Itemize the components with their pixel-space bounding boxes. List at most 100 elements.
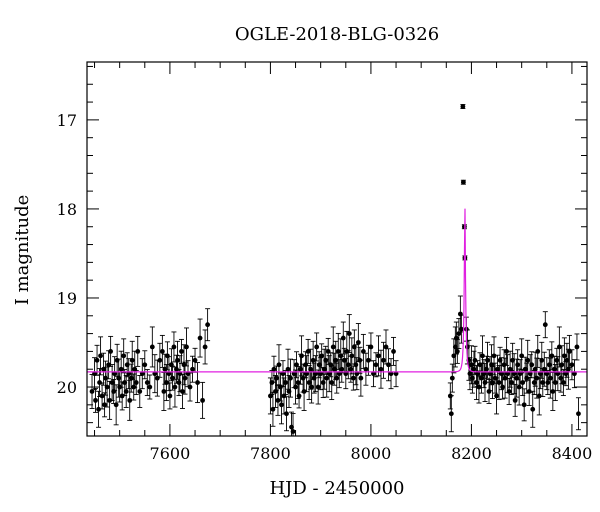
point-marker [524,375,530,381]
point-marker [531,380,537,385]
point-marker [373,362,379,368]
data-point [167,382,173,410]
point-marker [274,375,279,381]
point-marker [107,397,113,403]
data-point [386,348,392,382]
data-point [545,370,551,396]
data-point [472,345,478,375]
point-marker [494,393,499,399]
point-marker [200,397,205,403]
x-tick-label: 8200 [451,444,492,463]
data-point [478,362,484,394]
data-point [340,321,346,355]
data-point [575,397,581,431]
point-marker [485,357,490,363]
point-marker [163,380,169,385]
point-marker [171,344,177,350]
data-point [315,369,321,405]
data-point [391,336,397,366]
point-marker [137,389,143,394]
point-marker [448,411,454,417]
data-point [127,379,133,421]
data-point [556,326,562,368]
data-point [98,336,104,376]
data-point [294,351,300,379]
point-marker [335,349,341,354]
point-marker [310,357,316,363]
point-marker [113,402,119,408]
point-marker [96,406,101,412]
point-marker [270,406,276,412]
data-point [460,104,466,109]
point-marker [551,366,557,372]
point-marker [175,357,180,363]
point-marker [305,349,311,354]
point-marker [484,366,489,372]
point-marker [167,393,173,399]
data-point [285,348,291,390]
point-marker [516,384,522,390]
point-marker [458,326,464,332]
point-marker [546,362,552,368]
point-marker [161,389,167,394]
point-marker [187,384,193,390]
point-marker [179,349,184,354]
data-point [574,333,580,361]
point-marker [360,349,366,354]
data-point [123,375,129,408]
data-point [491,336,497,376]
point-marker [182,375,188,381]
point-marker [576,411,581,417]
point-marker [535,349,541,354]
point-marker [192,357,198,363]
point-marker [159,349,165,354]
point-marker [119,393,125,399]
point-marker [490,380,495,385]
point-marker [472,357,478,363]
data-point [101,352,107,386]
point-marker [506,389,512,394]
point-marker [512,397,518,403]
point-marker [89,389,95,394]
data-point [558,363,564,393]
point-marker [324,375,330,381]
point-marker [149,344,155,350]
point-marker [504,349,509,354]
point-marker [99,393,105,399]
data-point [550,372,556,411]
point-marker [319,353,325,359]
point-marker [290,429,296,434]
axis-ticks: 7600 7800 8000 8200 8400 17 18 19 20 [57,62,592,463]
data-point [368,332,374,362]
point-marker [98,353,103,359]
data-point [375,335,381,377]
point-marker [547,375,553,381]
point-marker [94,357,100,363]
point-marker [276,362,282,368]
point-marker [285,366,291,372]
point-marker [560,380,566,385]
point-marker [376,353,381,359]
data-point [135,335,141,367]
point-marker [128,375,134,381]
point-marker [521,402,527,408]
data-point [547,357,553,399]
data-point [96,390,102,428]
data-point [275,384,281,416]
point-marker [93,397,98,403]
point-marker [279,402,284,408]
point-marker [559,362,565,368]
point-marker [556,344,562,350]
chart-title: OGLE-2018-BLG-0326 [235,24,439,45]
data-point [94,344,100,376]
point-marker [202,344,208,350]
point-marker [329,380,335,385]
y-tick-label: 18 [57,200,77,219]
point-marker [296,393,302,399]
point-marker [275,397,281,403]
data-point [187,372,193,402]
data-point [137,375,143,408]
point-marker [190,366,195,372]
data-point [278,385,284,425]
